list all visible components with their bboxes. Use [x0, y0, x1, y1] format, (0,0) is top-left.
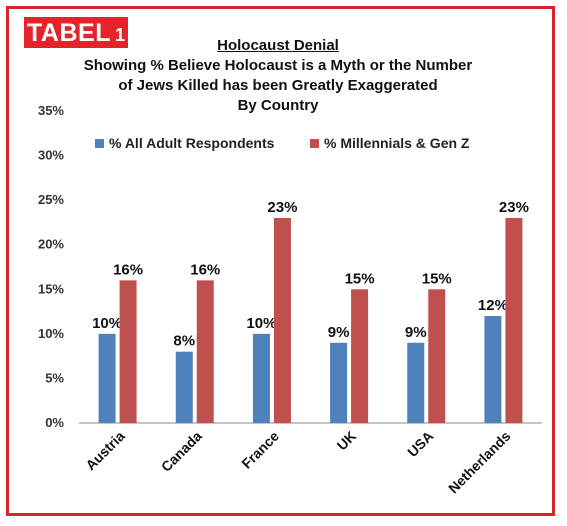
legend-swatch [310, 139, 319, 148]
bar-adult [330, 342, 348, 423]
chart-title: Holocaust Denial Showing % Believe Holoc… [40, 36, 516, 116]
chart-frame [6, 6, 555, 516]
title-line-4: By Country [237, 97, 319, 114]
badge-label: TABEL [27, 19, 111, 47]
bar-millennial [273, 217, 291, 423]
bar-millennial [505, 217, 523, 423]
data-label: 9% [405, 324, 427, 341]
category-label: France [238, 428, 282, 472]
badge-number: 1 [114, 25, 125, 45]
title-line-2: Showing % Believe Holocaust is a Myth or… [83, 57, 473, 74]
legend-label: % Millennials & Gen Z [324, 135, 470, 151]
data-label: 16% [190, 261, 220, 278]
y-tick-label: 30% [38, 148, 64, 163]
data-label: 23% [499, 199, 529, 216]
category-label: Netherlands [445, 428, 514, 497]
bar-millennial [351, 289, 369, 423]
y-tick-label: 15% [38, 281, 64, 296]
y-tick-label: 25% [38, 192, 64, 207]
y-tick-label: 10% [38, 326, 64, 341]
y-tick-label: 35% [38, 103, 64, 118]
data-label: 8% [173, 333, 195, 350]
table-badge: TABEL 1 [24, 17, 128, 48]
bar-millennial [119, 280, 137, 423]
category-label: Austria [82, 428, 128, 474]
bar-adult [252, 333, 270, 423]
y-tick-label: 20% [38, 237, 64, 252]
legend-swatch [95, 139, 104, 148]
title-line-1: Holocaust Denial [217, 37, 339, 54]
data-label: 12% [478, 297, 508, 314]
title-line-3: of Jews Killed has been Greatly Exaggera… [118, 77, 438, 94]
bar-adult [98, 333, 116, 423]
bar-adult [175, 351, 193, 423]
bar-adult [484, 316, 502, 423]
data-label: 15% [422, 270, 452, 287]
data-label: 10% [92, 315, 122, 332]
bar-adult [407, 342, 425, 423]
category-label: USA [404, 428, 436, 460]
data-label: 10% [246, 315, 276, 332]
y-tick-label: 0% [45, 415, 64, 430]
data-label: 16% [113, 261, 143, 278]
y-tick-label: 5% [45, 370, 64, 385]
category-label: Canada [158, 428, 205, 475]
bar-millennial [196, 280, 214, 423]
bar-millennial [428, 289, 446, 423]
category-label: UK [334, 428, 360, 454]
data-label: 15% [345, 270, 375, 287]
legend-label: % All Adult Respondents [109, 135, 275, 151]
data-label: 9% [328, 324, 350, 341]
data-label: 23% [267, 199, 297, 216]
